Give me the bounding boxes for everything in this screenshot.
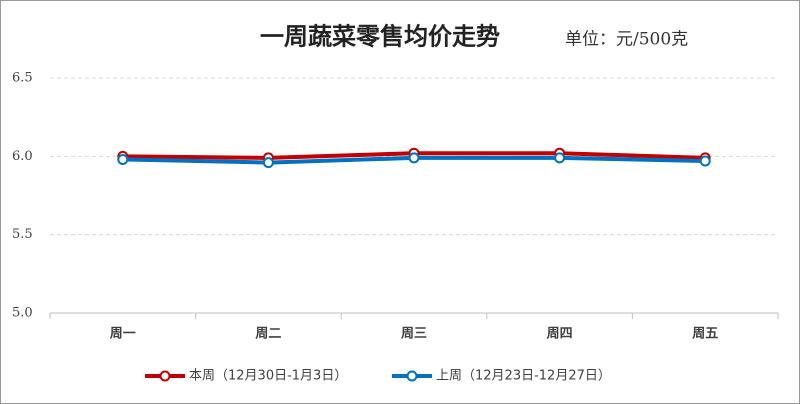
data-point xyxy=(699,155,711,167)
data-point xyxy=(408,152,420,164)
chart-subtitle: 单位：元/500克 xyxy=(565,30,688,50)
y-tick-label: 5.0 xyxy=(12,306,33,321)
data-point xyxy=(262,157,274,169)
legend-marker xyxy=(159,370,171,382)
y-tick-label: 5.5 xyxy=(12,227,33,242)
x-tick-label: 周一 xyxy=(110,327,136,342)
data-point xyxy=(554,152,566,164)
x-tick-label: 周三 xyxy=(401,327,427,342)
legend-marker xyxy=(406,370,418,382)
x-tick-label: 周二 xyxy=(255,327,281,342)
x-tick-label: 周五 xyxy=(692,327,718,342)
data-point xyxy=(117,153,129,165)
chart-title: 一周蔬菜零售均价走势 xyxy=(260,22,500,51)
y-tick-label: 6.5 xyxy=(12,71,33,86)
legend-label: 上周（12月23日-12月27日） xyxy=(436,369,611,384)
y-tick-label: 6.0 xyxy=(12,149,33,164)
legend-label: 本周（12月30日-1月3日） xyxy=(189,369,347,384)
x-tick-label: 周四 xyxy=(547,327,573,342)
